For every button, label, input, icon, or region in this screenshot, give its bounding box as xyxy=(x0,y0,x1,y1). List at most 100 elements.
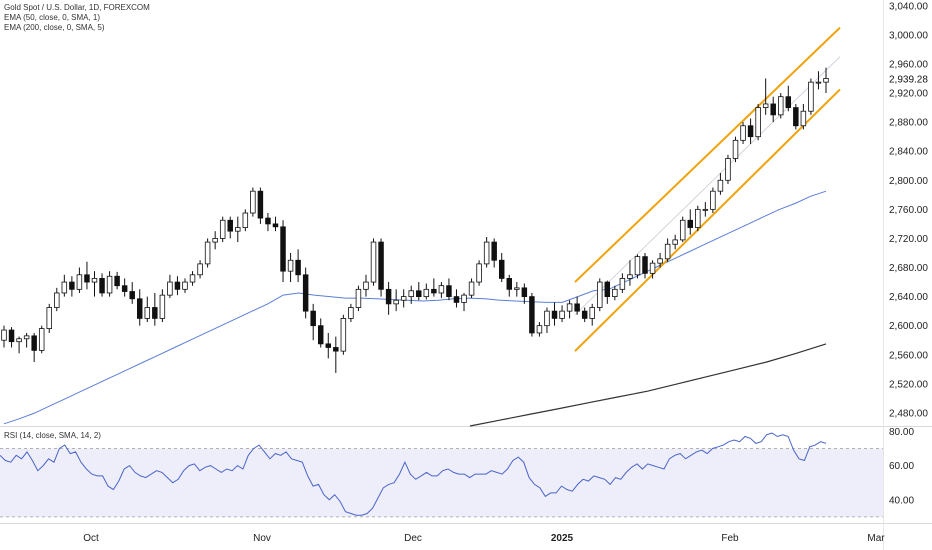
candle-body xyxy=(167,281,173,296)
channel-lower-line xyxy=(574,88,841,352)
candle-body xyxy=(272,223,279,228)
candle-body xyxy=(597,281,603,308)
candle-body xyxy=(732,139,739,159)
candle-body xyxy=(808,81,814,112)
candle-body xyxy=(725,158,731,181)
candle-body xyxy=(770,103,776,116)
last-price-tag xyxy=(884,72,932,87)
channel-midline xyxy=(574,56,841,316)
candle-body xyxy=(800,110,807,127)
time-tick-label: Feb xyxy=(721,533,739,544)
candle-body xyxy=(687,219,693,228)
candle-body xyxy=(355,288,362,308)
candle-body xyxy=(604,281,611,298)
candle-body xyxy=(423,288,430,298)
candle-body xyxy=(740,125,746,141)
candle-body xyxy=(16,338,22,343)
candle-body xyxy=(317,325,324,345)
rsi-tick-label: 40.00 xyxy=(889,495,914,506)
price-tick-label: 3,040.00 xyxy=(889,1,928,12)
price-tick-label: 2,800.00 xyxy=(889,176,928,187)
candle-body xyxy=(250,190,256,214)
candle-body xyxy=(76,274,83,290)
candle-body xyxy=(702,208,709,211)
candle-body xyxy=(333,347,339,352)
candle-body xyxy=(544,310,550,327)
time-tick-label: 2025 xyxy=(551,533,574,544)
candle-body xyxy=(370,241,377,283)
candle-body xyxy=(197,263,203,276)
ema50-line xyxy=(3,190,827,425)
candle-body xyxy=(144,307,151,319)
candle-body xyxy=(521,287,528,298)
candle-body xyxy=(529,296,535,334)
candle-body xyxy=(54,292,60,308)
candle-body xyxy=(159,294,166,319)
last-price-label: 2,939.28 xyxy=(889,75,928,86)
candle-body xyxy=(46,307,52,329)
candle-body xyxy=(129,291,135,300)
candle-body xyxy=(642,256,648,274)
candle-body xyxy=(566,303,573,312)
candle-body xyxy=(189,274,196,283)
candle-body xyxy=(91,278,98,283)
candle-body xyxy=(23,335,30,340)
candle-body xyxy=(137,298,143,319)
candle-body xyxy=(498,259,505,279)
price-tick-label: 2,840.00 xyxy=(889,147,928,158)
candle-body xyxy=(265,217,271,225)
candle-body xyxy=(393,299,399,305)
channel-upper-line xyxy=(574,26,841,283)
candle-body xyxy=(257,190,264,219)
candle-body xyxy=(408,290,414,298)
price-tick-label: 2,920.00 xyxy=(889,89,928,100)
candle-body xyxy=(627,274,633,279)
axes: 3,040.00 3,000.00 2,960.00 2,920.00 2,880.00… xyxy=(83,1,932,544)
candle-body xyxy=(823,78,829,83)
ema200-legend[interactable]: EMA (200, close, 0, SMA, 5) xyxy=(4,23,105,32)
rsi-tick-label: 80.00 xyxy=(889,427,914,438)
candle-body xyxy=(536,325,543,334)
candle-body xyxy=(491,241,497,261)
candle-body xyxy=(302,274,309,312)
candle-body xyxy=(476,263,482,283)
price-tick-label: 2,760.00 xyxy=(889,205,928,216)
rsi-band xyxy=(0,448,883,517)
candle-body xyxy=(416,290,422,298)
candle-body xyxy=(280,226,286,272)
candle-body xyxy=(574,303,580,312)
candle-body xyxy=(619,278,626,290)
candle-body xyxy=(778,96,784,116)
candle-body xyxy=(242,212,249,228)
candle-body xyxy=(99,278,105,294)
candle-body xyxy=(363,281,369,290)
candle-body xyxy=(121,285,128,292)
candle-body xyxy=(559,310,565,319)
price-tick-label: 3,000.00 xyxy=(889,30,928,41)
candle-body xyxy=(152,307,158,319)
candle-body xyxy=(664,243,671,260)
candle-body xyxy=(431,288,437,294)
candle-body xyxy=(378,241,384,290)
candle-body xyxy=(204,241,211,265)
rsi-legend[interactable]: RSI (14, close, SMA, 14, 2) xyxy=(4,431,101,440)
candle-body xyxy=(612,288,618,298)
price-tick-label: 2,720.00 xyxy=(889,234,928,245)
candle-body xyxy=(649,262,656,274)
price-pane xyxy=(1,26,841,427)
ema50-legend[interactable]: EMA (50, close, 0, SMA, 1) xyxy=(4,13,101,22)
candle-body xyxy=(295,259,301,276)
candle-body xyxy=(31,335,37,351)
symbol-legend[interactable]: Gold Spot / U.S. Dollar, 1D, FOREXCOM xyxy=(4,3,150,12)
candle-body xyxy=(174,281,181,290)
candle-body xyxy=(446,285,452,298)
candle-body xyxy=(793,107,799,127)
candle-body xyxy=(695,208,701,228)
candle-body xyxy=(679,219,686,241)
candle-body xyxy=(506,278,513,290)
candle-body xyxy=(717,179,724,192)
candle-body xyxy=(453,296,460,303)
candle-body xyxy=(106,275,113,294)
candle-body xyxy=(400,296,407,301)
